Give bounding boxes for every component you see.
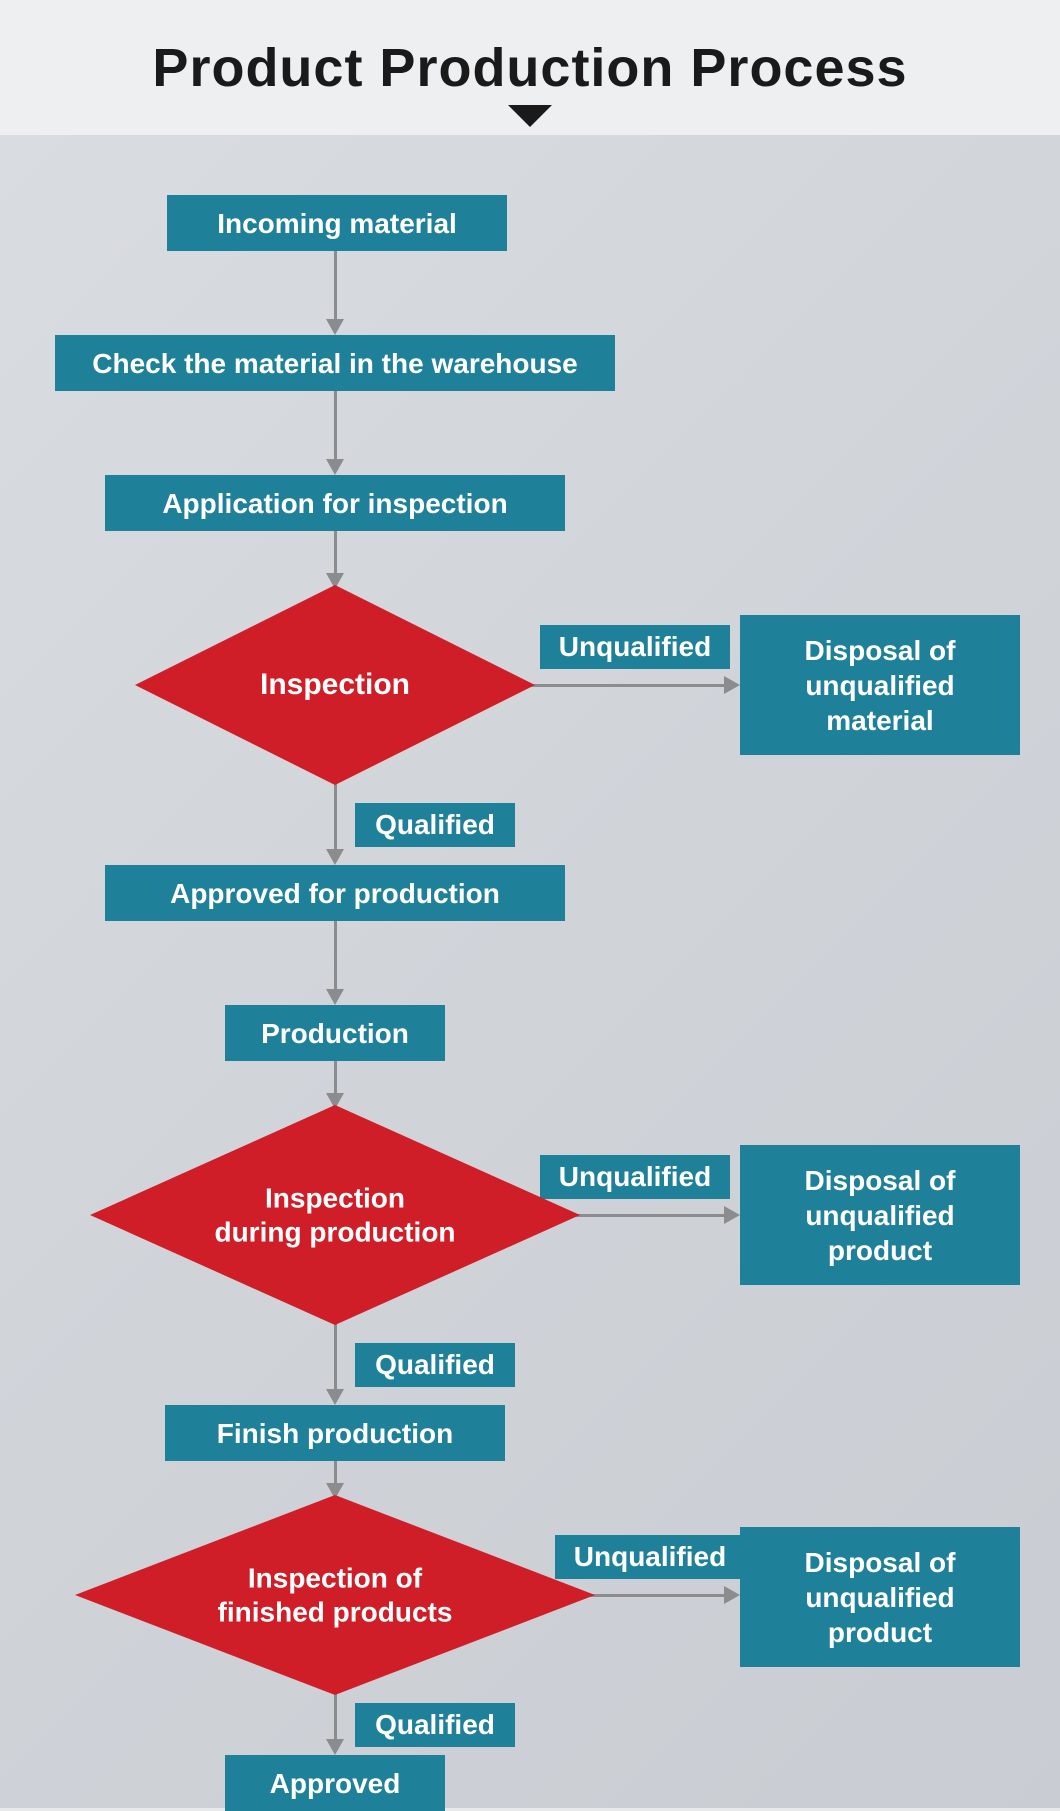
arrow-head-icon (326, 459, 344, 475)
arrow-line (575, 1214, 726, 1217)
flowchart-canvas: UnqualifiedQualifiedUnqualifiedQualified… (0, 135, 1060, 1808)
arrow-line (334, 1061, 337, 1095)
flowchart-process-node: Production (225, 1005, 445, 1061)
arrow-line (530, 684, 726, 687)
decision-label: Inspection of finished products (218, 1561, 453, 1628)
decision-label: Inspection during production (214, 1181, 455, 1248)
flowchart-decision-node: Inspection (135, 585, 535, 785)
arrow-line (590, 1594, 726, 1597)
arrow-head-icon (326, 319, 344, 335)
flowchart-process-node: Check the material in the warehouse (55, 335, 615, 391)
flowchart-process-node: Disposal of unqualified material (740, 615, 1020, 755)
arrow-line (334, 1320, 337, 1391)
flowchart-process-node: Finish production (165, 1405, 505, 1461)
decision-label: Inspection (260, 667, 410, 703)
arrow-line (334, 391, 337, 461)
arrow-head-icon (326, 1389, 344, 1405)
arrow-head-icon (326, 989, 344, 1005)
edge-label: Qualified (355, 803, 515, 847)
header: Product Production Process (0, 0, 1060, 135)
arrow-head-icon (724, 1206, 740, 1224)
arrow-line (334, 251, 337, 321)
flowchart-decision-node: Inspection of finished products (75, 1495, 595, 1695)
flowchart-process-node: Disposal of unqualified product (740, 1145, 1020, 1285)
arrow-line (334, 921, 337, 991)
flowchart-process-node: Approved for production (105, 865, 565, 921)
flowchart-decision-node: Inspection during production (90, 1105, 580, 1325)
edge-label: Unqualified (540, 625, 730, 669)
arrow-head-icon (326, 849, 344, 865)
arrow-line (334, 1690, 337, 1741)
arrow-head-icon (724, 676, 740, 694)
edge-label: Qualified (355, 1343, 515, 1387)
arrow-line (334, 1461, 337, 1485)
arrow-line (334, 531, 337, 575)
arrow-head-icon (326, 1739, 344, 1755)
arrow-head-icon (724, 1586, 740, 1604)
edge-label: Qualified (355, 1703, 515, 1747)
flowchart-process-node: Application for inspection (105, 475, 565, 531)
flowchart-process-node: Approved (225, 1755, 445, 1811)
arrow-line (334, 780, 337, 851)
flowchart-process-node: Disposal of unqualified product (740, 1527, 1020, 1667)
flowchart-process-node: Incoming material (167, 195, 507, 251)
page-title: Product Production Process (152, 37, 907, 99)
chevron-down-icon (508, 105, 552, 127)
